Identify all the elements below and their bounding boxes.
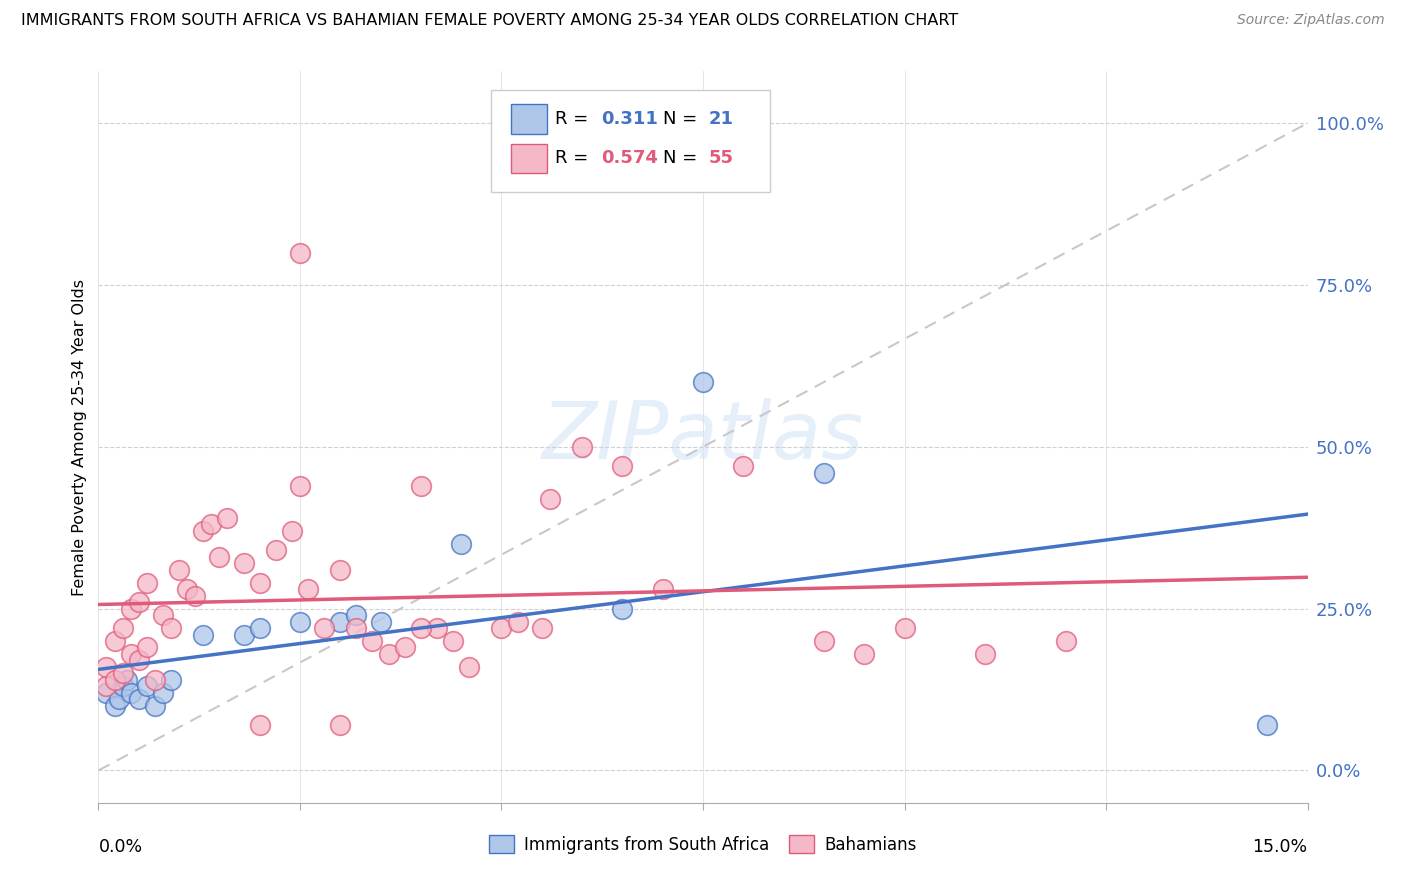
Point <box>314 621 336 635</box>
Point <box>160 673 183 687</box>
FancyBboxPatch shape <box>492 90 769 192</box>
Point <box>111 679 134 693</box>
FancyBboxPatch shape <box>510 104 547 134</box>
Point <box>103 634 125 648</box>
Text: Source: ZipAtlas.com: Source: ZipAtlas.com <box>1237 13 1385 28</box>
Point <box>329 615 352 629</box>
Point <box>733 459 755 474</box>
Point <box>184 589 207 603</box>
Text: R =: R = <box>555 149 595 168</box>
Point <box>329 718 352 732</box>
Text: 15.0%: 15.0% <box>1253 838 1308 856</box>
Text: 0.0%: 0.0% <box>98 838 142 856</box>
Text: 0.311: 0.311 <box>602 110 658 128</box>
Point <box>111 621 134 635</box>
Point <box>361 634 384 648</box>
Point <box>193 524 215 538</box>
Text: 21: 21 <box>709 110 734 128</box>
Point <box>120 647 142 661</box>
Point <box>344 621 367 635</box>
Point <box>813 466 835 480</box>
Point <box>128 692 150 706</box>
Point <box>135 575 157 590</box>
Point <box>232 557 254 571</box>
Point <box>692 375 714 389</box>
Point <box>96 686 118 700</box>
Point <box>651 582 673 597</box>
Point <box>249 621 271 635</box>
Point <box>329 563 352 577</box>
Point <box>264 543 287 558</box>
Point <box>167 563 190 577</box>
Text: ZIPatlas: ZIPatlas <box>541 398 865 476</box>
Point <box>96 660 118 674</box>
Point <box>377 647 399 661</box>
Point <box>120 686 142 700</box>
Point <box>281 524 304 538</box>
Point <box>441 634 464 648</box>
Point <box>96 679 118 693</box>
FancyBboxPatch shape <box>510 144 547 173</box>
Point <box>344 608 367 623</box>
Point <box>458 660 481 674</box>
Point <box>103 698 125 713</box>
Point <box>135 679 157 693</box>
Text: N =: N = <box>664 149 703 168</box>
Point <box>120 601 142 615</box>
Point <box>128 595 150 609</box>
Point <box>1054 634 1077 648</box>
Point <box>491 621 513 635</box>
Point <box>506 615 529 629</box>
Point <box>115 673 138 687</box>
Point <box>612 601 634 615</box>
Point <box>128 653 150 667</box>
Point <box>409 621 432 635</box>
Point <box>571 440 593 454</box>
Point <box>217 511 239 525</box>
Point <box>288 478 311 492</box>
Point <box>232 627 254 641</box>
Point <box>193 627 215 641</box>
Point <box>143 673 166 687</box>
Point <box>893 621 915 635</box>
Point <box>152 608 174 623</box>
Point <box>530 621 553 635</box>
Point <box>813 634 835 648</box>
Point <box>107 692 129 706</box>
Point <box>974 647 997 661</box>
Y-axis label: Female Poverty Among 25-34 Year Olds: Female Poverty Among 25-34 Year Olds <box>72 278 87 596</box>
Point <box>297 582 319 597</box>
Point <box>103 673 125 687</box>
Point <box>249 575 271 590</box>
Point <box>135 640 157 655</box>
Point <box>612 459 634 474</box>
Text: 55: 55 <box>709 149 734 168</box>
Point <box>200 517 222 532</box>
Point <box>208 549 231 564</box>
Point <box>853 647 876 661</box>
Point <box>176 582 198 597</box>
Legend: Immigrants from South Africa, Bahamians: Immigrants from South Africa, Bahamians <box>482 829 924 860</box>
Point <box>288 615 311 629</box>
Point <box>1256 718 1278 732</box>
Point <box>160 621 183 635</box>
Point <box>409 478 432 492</box>
Point <box>111 666 134 681</box>
Point <box>426 621 449 635</box>
Text: 0.574: 0.574 <box>602 149 658 168</box>
Point <box>288 245 311 260</box>
Text: R =: R = <box>555 110 595 128</box>
Text: IMMIGRANTS FROM SOUTH AFRICA VS BAHAMIAN FEMALE POVERTY AMONG 25-34 YEAR OLDS CO: IMMIGRANTS FROM SOUTH AFRICA VS BAHAMIAN… <box>21 13 959 29</box>
Point <box>143 698 166 713</box>
Point <box>249 718 271 732</box>
Point <box>538 491 561 506</box>
Point <box>370 615 392 629</box>
Point <box>152 686 174 700</box>
Point <box>450 537 472 551</box>
Point <box>394 640 416 655</box>
Text: N =: N = <box>664 110 703 128</box>
